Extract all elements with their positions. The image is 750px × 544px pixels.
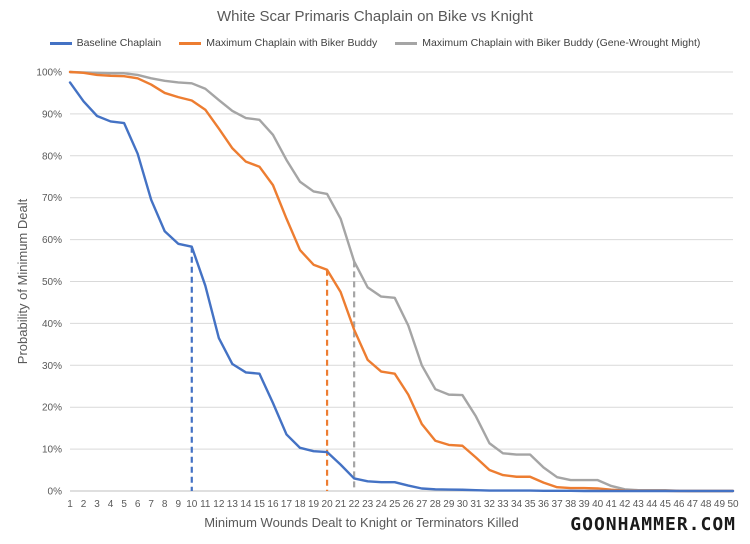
x-tick-label: 38 <box>565 499 577 510</box>
legend-swatch-gene-wrought <box>395 41 418 45</box>
x-tick-label: 37 <box>552 499 564 510</box>
y-tick-label: 100% <box>36 68 62 79</box>
x-tick-label: 40 <box>592 499 604 510</box>
x-tick-label: 44 <box>646 499 658 510</box>
y-tick-label: 50% <box>42 277 62 288</box>
y-tick-label: 30% <box>42 361 62 372</box>
x-tick-label: 21 <box>335 499 347 510</box>
x-tick-label: 35 <box>524 499 536 510</box>
legend-item-biker-buddy: Maximum Chaplain with Biker Buddy <box>179 37 377 49</box>
y-axis-title: Probability of Minimum Dealt <box>15 198 30 364</box>
x-tick-label: 48 <box>700 499 712 510</box>
y-tick-label: 80% <box>42 151 62 162</box>
x-tick-label: 8 <box>162 499 168 510</box>
x-tick-label: 49 <box>714 499 726 510</box>
x-tick-label: 5 <box>121 499 127 510</box>
x-tick-label: 15 <box>254 499 266 510</box>
brand-watermark: GOONHAMMER.COM <box>570 514 736 535</box>
x-tick-label: 45 <box>660 499 672 510</box>
x-tick-label: 9 <box>175 499 181 510</box>
x-tick-label: 32 <box>484 499 496 510</box>
x-tick-label: 1 <box>67 499 73 510</box>
x-tick-label: 31 <box>470 499 482 510</box>
x-tick-label: 30 <box>457 499 469 510</box>
x-tick-label: 16 <box>267 499 279 510</box>
x-tick-label: 18 <box>294 499 306 510</box>
x-tick-label: 3 <box>94 499 100 510</box>
y-tick-label: 40% <box>42 319 62 330</box>
x-tick-label: 34 <box>511 499 523 510</box>
x-tick-label: 23 <box>362 499 374 510</box>
x-tick-label: 7 <box>148 499 154 510</box>
x-tick-label: 27 <box>416 499 428 510</box>
chart-title: White Scar Primaris Chaplain on Bike vs … <box>217 8 533 25</box>
x-tick-label: 33 <box>497 499 509 510</box>
x-tick-label: 17 <box>281 499 293 510</box>
x-tick-label: 20 <box>322 499 334 510</box>
legend-swatch-biker-buddy <box>179 41 202 45</box>
x-tick-label: 42 <box>619 499 631 510</box>
x-tick-label: 26 <box>403 499 415 510</box>
series-line-0 <box>68 81 735 493</box>
y-tick-label: 0% <box>48 487 63 498</box>
x-tick-label: 10 <box>186 499 198 510</box>
x-tick-label: 6 <box>135 499 141 510</box>
legend-swatch-baseline <box>49 41 72 45</box>
x-axis-title: Minimum Wounds Dealt to Knight or Termin… <box>204 515 519 530</box>
y-tick-label: 60% <box>42 235 62 246</box>
x-tick-label: 47 <box>687 499 699 510</box>
legend-item-baseline: Baseline Chaplain <box>49 37 162 49</box>
x-tick-label: 12 <box>213 499 225 510</box>
chart-legend: Baseline Chaplain Maximum Chaplain with … <box>0 37 750 49</box>
y-tick-label: 70% <box>42 193 62 204</box>
x-tick-label: 46 <box>673 499 685 510</box>
y-tick-label: 10% <box>42 445 62 456</box>
x-tick-label: 2 <box>81 499 87 510</box>
legend-label-biker-buddy: Maximum Chaplain with Biker Buddy <box>206 37 378 49</box>
x-tick-label: 13 <box>227 499 239 510</box>
x-tick-label: 25 <box>389 499 401 510</box>
x-tick-label: 29 <box>443 499 455 510</box>
legend-item-gene-wrought: Maximum Chaplain with Biker Buddy (Gene-… <box>395 37 700 49</box>
x-tick-label: 24 <box>376 499 388 510</box>
series-line-2 <box>68 70 735 493</box>
x-tick-label: 11 <box>200 499 211 510</box>
x-tick-label: 22 <box>349 499 361 510</box>
y-tick-label: 20% <box>42 403 62 414</box>
x-tick-label: 43 <box>633 499 645 510</box>
x-tick-label: 14 <box>240 499 252 510</box>
legend-label-baseline: Baseline Chaplain <box>76 37 162 49</box>
legend-label-gene-wrought: Maximum Chaplain with Biker Buddy (Gene-… <box>422 37 701 49</box>
x-tick-label: 50 <box>727 499 739 510</box>
x-tick-label: 28 <box>430 499 442 510</box>
x-tick-label: 39 <box>579 499 591 510</box>
x-tick-label: 19 <box>308 499 320 510</box>
y-tick-label: 90% <box>42 109 62 120</box>
x-tick-label: 36 <box>538 499 550 510</box>
x-tick-label: 41 <box>606 499 618 510</box>
x-tick-label: 4 <box>108 499 114 510</box>
